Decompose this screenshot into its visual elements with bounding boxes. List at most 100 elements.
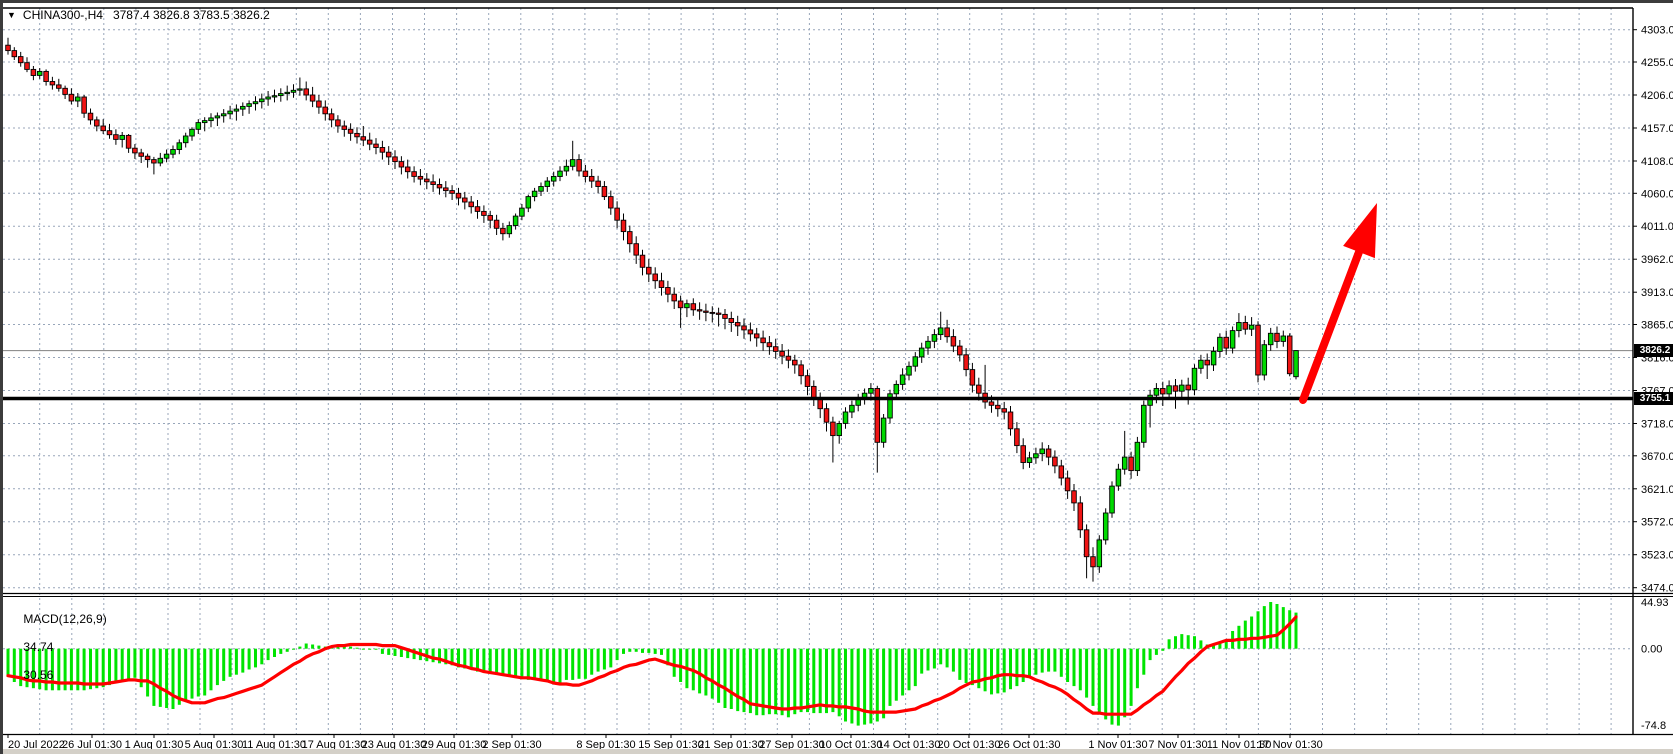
candle <box>842 411 849 424</box>
trend-arrow[interactable] <box>1299 203 1377 404</box>
price-tick-label: 3523.0 <box>1641 550 1673 562</box>
macd-signal-line <box>6 615 1298 716</box>
candle <box>500 227 506 235</box>
candle <box>538 186 544 192</box>
candle <box>1141 404 1147 443</box>
candle <box>576 159 582 172</box>
price-tick-label: 4303.0 <box>1641 25 1673 37</box>
candle <box>309 94 316 102</box>
price-tick-label: 3572.0 <box>1641 517 1673 529</box>
candle <box>1014 428 1020 447</box>
candle <box>741 325 747 331</box>
candle <box>519 207 525 217</box>
candle <box>424 178 430 183</box>
candle <box>201 120 208 124</box>
candle <box>1039 448 1045 455</box>
candle <box>1191 367 1198 391</box>
candle <box>569 159 576 167</box>
candle <box>1198 359 1204 369</box>
candle <box>360 136 367 141</box>
time-tick-label: 5 Aug 01:30 <box>185 739 244 751</box>
candle <box>214 115 221 119</box>
candle <box>208 117 214 122</box>
price-tick-label: 4157.0 <box>1641 123 1673 135</box>
candle <box>1058 465 1065 479</box>
candle <box>1102 512 1109 541</box>
candle <box>506 225 513 235</box>
candle <box>144 155 151 161</box>
time-tick-label: 10 Oct 01:30 <box>820 739 883 751</box>
candle <box>81 96 87 114</box>
candle <box>728 318 735 323</box>
candle <box>75 96 81 102</box>
candle <box>94 119 100 127</box>
time-tick-label: 11 Nov 01:30 <box>1207 739 1272 751</box>
candle <box>468 201 474 208</box>
candle <box>595 180 601 187</box>
time-tick-label: 7 Nov 01:30 <box>1148 739 1207 751</box>
candle <box>525 196 532 209</box>
candle <box>747 329 754 335</box>
time-tick-label: 29 Aug 01:30 <box>422 739 487 751</box>
candle <box>1071 490 1077 504</box>
candle <box>893 383 900 395</box>
candle <box>1109 485 1115 514</box>
candle <box>297 88 303 91</box>
candle <box>119 134 125 140</box>
candle <box>849 404 855 413</box>
candle <box>30 68 37 76</box>
candle <box>1261 344 1268 376</box>
candle <box>1229 330 1236 349</box>
candle <box>189 128 195 137</box>
candle <box>443 187 449 192</box>
candle <box>474 206 481 212</box>
candle <box>557 170 563 177</box>
candle <box>1033 453 1039 459</box>
candlestick-series[interactable] <box>5 37 1299 582</box>
candle <box>1286 335 1293 375</box>
candle <box>341 125 348 130</box>
candle <box>417 175 424 180</box>
candle <box>56 84 62 89</box>
price-tick-label: 3474.0 <box>1641 583 1673 595</box>
candle <box>411 171 417 177</box>
candle <box>753 333 760 339</box>
candle <box>899 374 906 385</box>
candle <box>1223 336 1229 349</box>
candle <box>709 311 716 314</box>
candle <box>1026 457 1033 463</box>
chart-canvas[interactable]: 4303.0 4255.0 4206.0 4157.0 4108.0 4060.0 4011… <box>3 3 1673 754</box>
symbol-dropdown-icon[interactable]: ▼ <box>7 10 16 20</box>
candle <box>1153 388 1160 396</box>
candle <box>811 385 817 399</box>
candle <box>531 190 538 198</box>
candle <box>462 197 468 203</box>
candle <box>1045 448 1052 458</box>
candle <box>36 70 43 76</box>
candle <box>588 175 595 182</box>
time-tick-label: 8 Sep 01:30 <box>576 739 635 751</box>
candle <box>347 128 354 134</box>
candle <box>868 388 874 394</box>
candle <box>436 184 443 189</box>
candle <box>658 280 665 288</box>
candle <box>125 134 132 149</box>
candle <box>246 103 252 107</box>
candle <box>252 101 259 105</box>
candle <box>1064 477 1071 492</box>
candle <box>106 130 113 136</box>
candle <box>880 417 887 443</box>
price-tick-label: 4011.0 <box>1641 221 1673 233</box>
candle <box>563 165 570 172</box>
candle <box>157 157 164 164</box>
candle <box>1267 332 1274 346</box>
candle <box>785 355 792 361</box>
price-tick-label: 4060.0 <box>1641 188 1673 200</box>
candle <box>182 135 189 144</box>
price-tick-label: 3621.0 <box>1641 484 1673 496</box>
price-axis: 4303.0 4255.0 4206.0 4157.0 4108.0 4060.0 4011… <box>1633 25 1673 595</box>
macd-axis: 44.93 0.00 -74.8 <box>1641 597 1669 732</box>
candle <box>24 62 30 70</box>
